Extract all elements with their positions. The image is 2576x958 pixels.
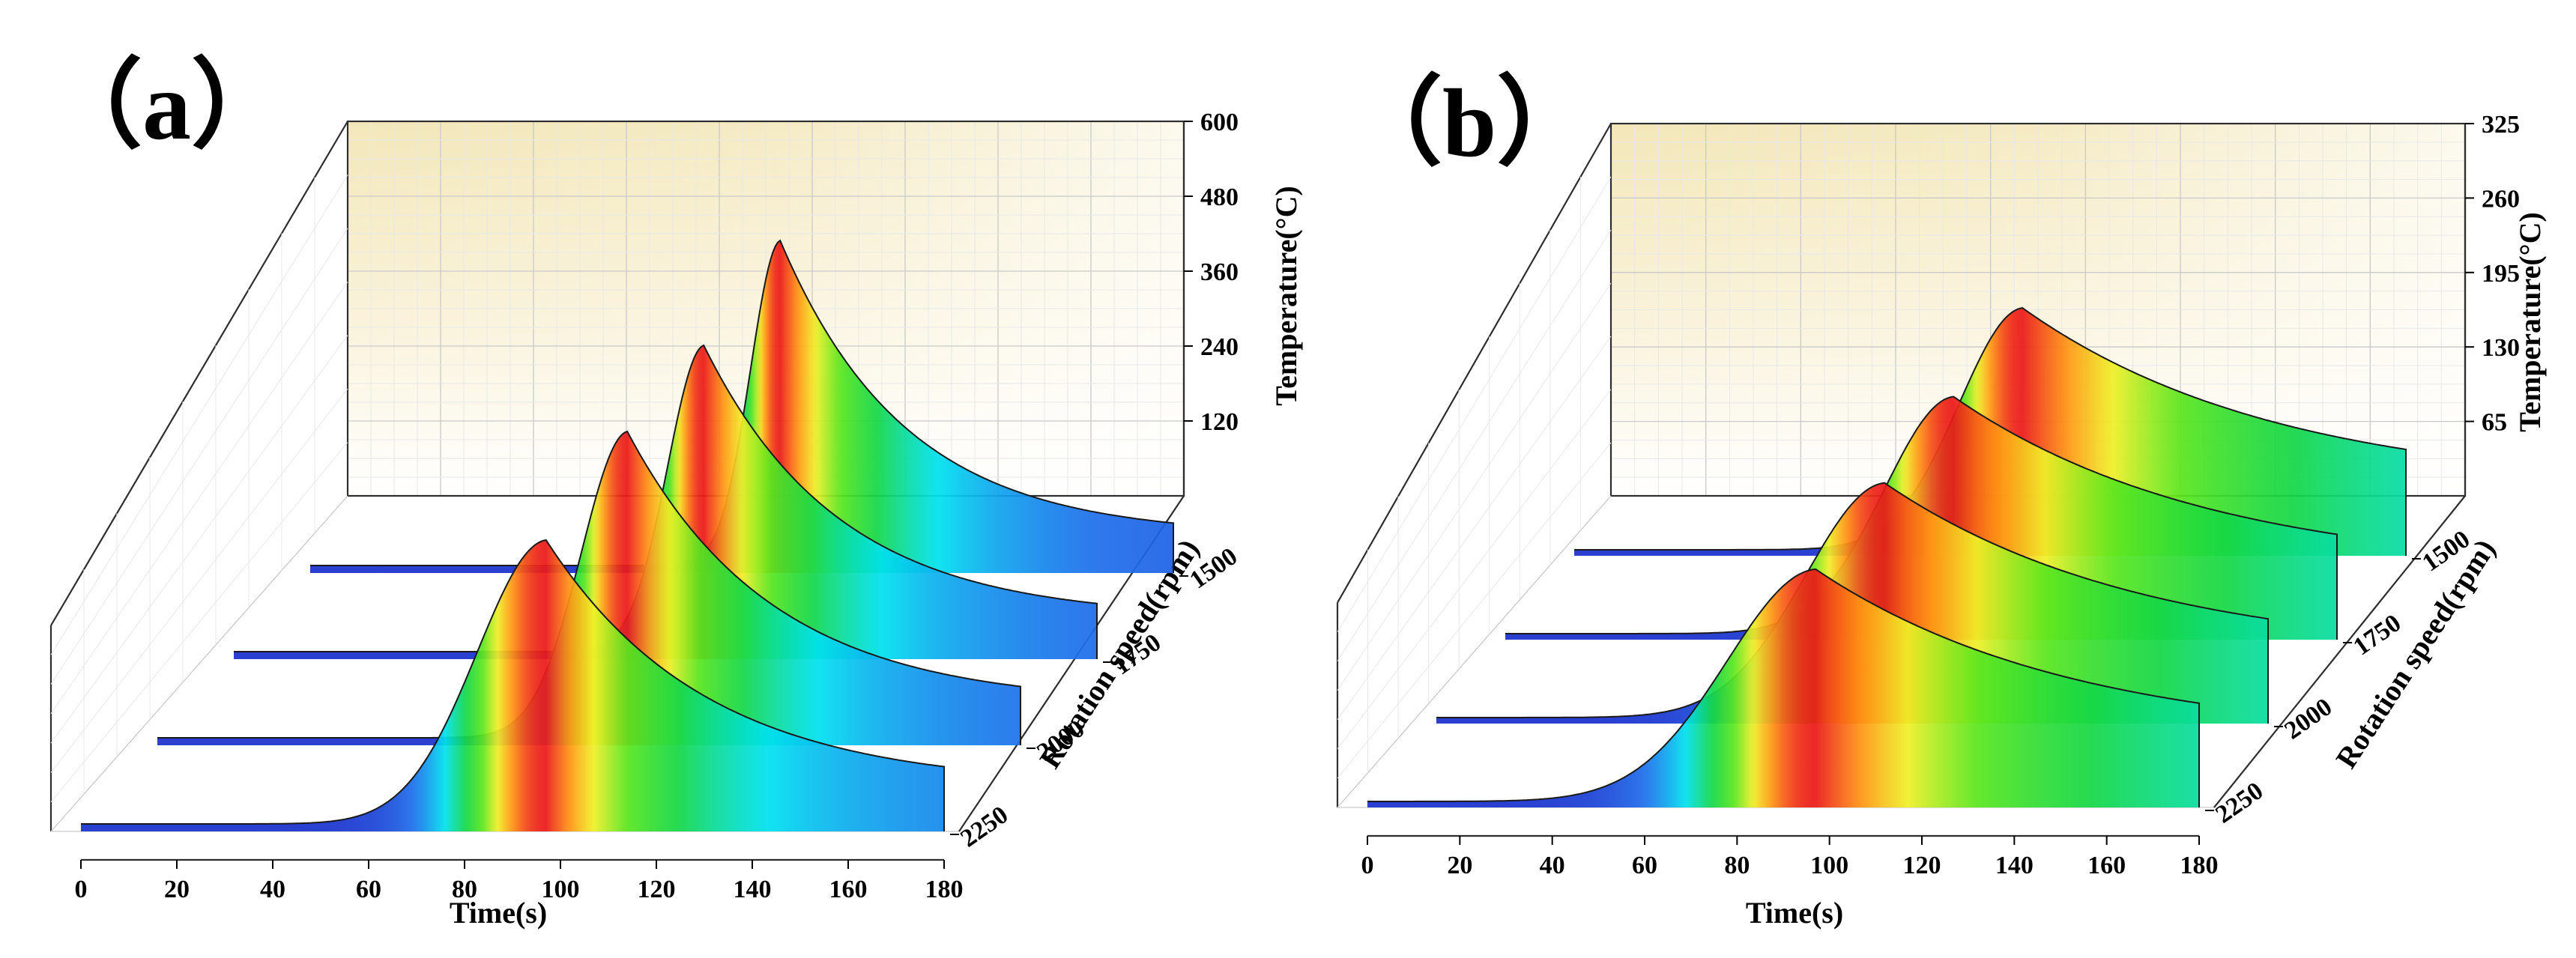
x-tick-label: 60 <box>356 876 381 903</box>
chart-panel-a: （a） Time(s) Temperature(°C) Rotation spe… <box>45 52 1303 930</box>
left-wall-gridline <box>50 282 348 715</box>
chart-panel-b: （b） Time(s) Temperature(°C) Rotation spe… <box>1336 70 2547 930</box>
z-tick-label: 65 <box>2482 409 2507 437</box>
z-axis-title-a: Temperature(°C) <box>1269 186 1303 406</box>
x-tick-label: 120 <box>638 876 676 903</box>
left-wall-gridline <box>1337 176 1612 632</box>
series-fill <box>1367 569 2199 807</box>
left-wall-gridline <box>50 442 348 803</box>
z-axis-b: 65 130 195 260 325 <box>2464 111 2520 496</box>
x-axis-a: 0 20 40 60 80 100 120 140 160 180 <box>75 858 964 903</box>
left-wall-gridline <box>50 175 348 655</box>
x-tick-label: 100 <box>542 876 580 903</box>
box-edge-top-left <box>1337 123 1612 604</box>
z-axis-title-b: Temperature(°C) <box>2513 212 2547 432</box>
left-wall-gridline <box>1337 229 1612 662</box>
left-wall-gridline <box>50 228 348 685</box>
x-tick-label: 160 <box>829 876 868 903</box>
series-fill <box>310 240 1173 573</box>
x-tick-label: 140 <box>734 876 772 903</box>
z-tick-label: 600 <box>1200 109 1239 136</box>
x-tick-label: 100 <box>1810 852 1848 879</box>
series-outline <box>1505 395 2338 640</box>
y-axis-title-b: Rotation speed(rpm) <box>2329 533 2502 774</box>
x-tick-label: 40 <box>1540 852 1565 879</box>
z-tick-label: 195 <box>2482 260 2520 288</box>
z-tick-label: 325 <box>2482 111 2520 139</box>
x-tick-label: 180 <box>925 876 964 903</box>
x-tick-label: 80 <box>452 876 477 903</box>
y-tick-label: 2250 <box>2210 777 2268 828</box>
y-tick-label: 2000 <box>2279 693 2337 745</box>
floor-right-edge <box>2213 495 2466 808</box>
x-axis-title-a: Time(s) <box>450 896 547 930</box>
series-outline <box>81 539 945 831</box>
panel-label-b: （b） <box>1345 70 1594 178</box>
x-tick-label: 140 <box>1995 852 2034 879</box>
y-tick-label: 2250 <box>955 801 1013 852</box>
z-tick-label: 480 <box>1200 184 1239 211</box>
x-tick-label: 120 <box>1903 852 1941 879</box>
series-outline <box>157 430 1021 745</box>
box-edge-floor-left <box>1337 495 1612 808</box>
left-wall-gridline <box>1337 282 1612 691</box>
left-wall-gridline <box>1337 389 1612 750</box>
x-tick-label: 0 <box>1361 852 1374 879</box>
box-edge-floor-left <box>50 495 348 832</box>
z-tick-label: 360 <box>1200 258 1239 286</box>
z-tick-label: 260 <box>2482 185 2520 213</box>
z-tick-label: 120 <box>1200 408 1239 436</box>
z-axis-a: 120 240 360 480 600 <box>1182 109 1239 496</box>
series-fill <box>157 431 1021 745</box>
x-tick-label: 0 <box>75 876 88 903</box>
x-tick-label: 60 <box>1632 852 1657 879</box>
panel-label-a: （a） <box>45 52 288 160</box>
series-outline <box>234 344 1098 659</box>
x-tick-label: 80 <box>1724 852 1750 879</box>
box-edge-top-left <box>50 121 348 626</box>
series-outline <box>1574 307 2407 556</box>
series-fill <box>81 540 944 831</box>
series-outline <box>1436 482 2269 724</box>
left-wall-gridline <box>50 335 348 744</box>
x-axis-title-b: Time(s) <box>1746 896 1843 930</box>
x-axis-b: 0 20 40 60 80 100 120 140 160 180 <box>1361 834 2219 879</box>
z-tick-label: 130 <box>2482 334 2520 362</box>
x-tick-label: 20 <box>1447 852 1472 879</box>
left-wall-gridline <box>50 388 348 773</box>
left-wall-gridline <box>1337 336 1612 721</box>
x-tick-label: 180 <box>2180 852 2219 879</box>
x-tick-label: 40 <box>260 876 285 903</box>
series-outline <box>1367 568 2200 807</box>
x-tick-label: 20 <box>164 876 190 903</box>
back-wall-a <box>346 120 1185 497</box>
z-tick-label: 240 <box>1200 333 1239 361</box>
x-tick-label: 160 <box>2087 852 2126 879</box>
left-wall-gridline <box>1337 442 1612 779</box>
